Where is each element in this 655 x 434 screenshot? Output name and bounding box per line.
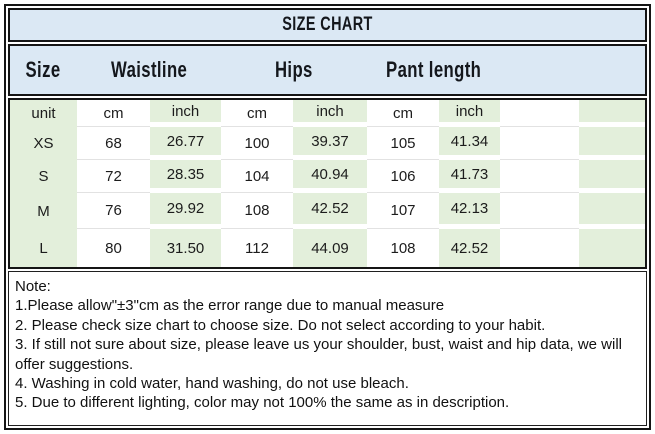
empty-cell (579, 100, 645, 127)
empty-cell (500, 127, 579, 160)
unit-header-cell: inch (439, 100, 500, 127)
note-item: 1.Please allow"±3"cm as the error range … (15, 297, 445, 315)
header-col-waistline: Waistline (110, 57, 188, 82)
measurement-cell: 76 (77, 193, 150, 229)
column-group-header: Size Waistline Hips Pant length (8, 44, 647, 96)
size-label-cell: XS (10, 127, 77, 160)
measurement-cell: 26.77 (150, 127, 221, 160)
size-label-cell: L (10, 229, 77, 267)
measurement-cell: 107 (367, 193, 439, 229)
measurement-cell: 42.52 (439, 229, 500, 267)
note-item: 5. Due to different lighting, color may … (15, 394, 510, 412)
measurement-cell: 106 (367, 160, 439, 193)
measurement-cell: 28.35 (150, 160, 221, 193)
empty-cell (500, 160, 579, 193)
empty-cell (500, 193, 579, 229)
header-col-size: Size (26, 57, 61, 82)
size-table: unit cm inch cm inch cm inch XS 68 26.77… (8, 98, 647, 269)
measurement-cell: 44.09 (293, 229, 367, 267)
notes-section: Note: 1.Please allow"±3"cm as the error … (8, 271, 647, 426)
measurement-cell: 39.37 (293, 127, 367, 160)
size-label-cell: S (10, 160, 77, 193)
measurement-cell: 42.13 (439, 193, 500, 229)
measurement-cell: 108 (221, 193, 293, 229)
measurement-cell: 41.34 (439, 127, 500, 160)
measurement-cell: 72 (77, 160, 150, 193)
measurement-cell: 41.73 (439, 160, 500, 193)
size-chart-title: SIZE CHART (282, 14, 373, 35)
header-col-hips: Hips (275, 57, 313, 82)
note-item: 4. Washing in cold water, hand washing, … (15, 375, 409, 393)
title-bar: SIZE CHART (8, 8, 647, 42)
empty-cell (579, 160, 645, 193)
measurement-cell: 80 (77, 229, 150, 267)
measurement-cell: 112 (221, 229, 293, 267)
size-label-cell: M (10, 193, 77, 229)
measurement-cell: 105 (367, 127, 439, 160)
unit-header-cell: inch (293, 100, 367, 127)
empty-cell (579, 193, 645, 229)
measurement-cell: 31.50 (150, 229, 221, 267)
measurement-cell: 100 (221, 127, 293, 160)
empty-cell (579, 127, 645, 160)
note-item: 2. Please check size chart to choose siz… (15, 316, 546, 334)
unit-header-cell: cm (221, 100, 293, 127)
measurement-cell: 42.52 (293, 193, 367, 229)
measurement-cell: 29.92 (150, 193, 221, 229)
measurement-cell: 104 (221, 160, 293, 193)
empty-cell (500, 229, 579, 267)
header-col-pant-length: Pant length (385, 57, 482, 82)
unit-header-cell: cm (367, 100, 439, 127)
measurement-cell: 108 (367, 229, 439, 267)
measurement-cell: 40.94 (293, 160, 367, 193)
empty-cell (500, 100, 579, 127)
outer-frame: SIZE CHART Size Waistline Hips Pant leng… (4, 4, 651, 430)
note-label: Note: (15, 278, 51, 295)
unit-header-cell: unit (10, 100, 77, 127)
empty-cell (579, 229, 645, 267)
unit-header-cell: inch (150, 100, 221, 127)
measurement-cell: 68 (77, 127, 150, 160)
note-item: 3. If still not sure about size, please … (15, 336, 623, 373)
unit-header-cell: cm (77, 100, 150, 127)
